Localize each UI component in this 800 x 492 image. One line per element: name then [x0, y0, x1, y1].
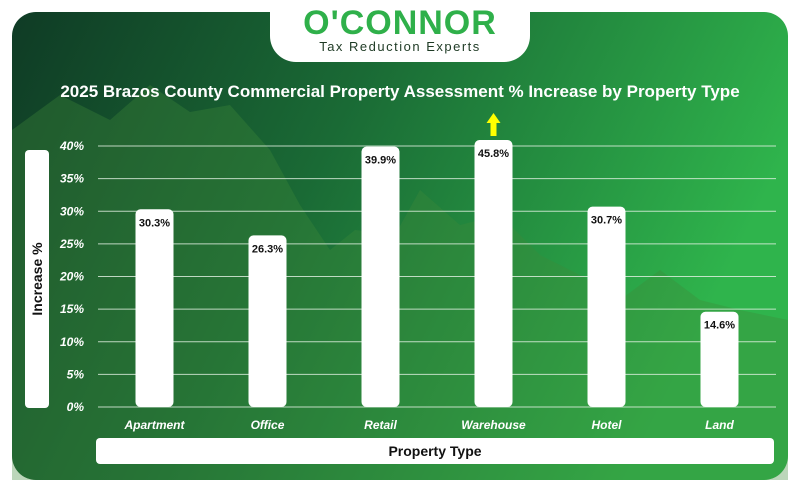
up-arrow-icon [486, 113, 501, 136]
y-tick-label: 15% [60, 302, 84, 316]
y-tick-label: 5% [67, 367, 85, 381]
y-tick-label: 0% [67, 400, 85, 414]
y-tick-label: 25% [59, 237, 84, 251]
y-tick-label: 35% [60, 172, 84, 186]
bar [587, 206, 626, 407]
bar [700, 311, 739, 407]
x-tick-label: Land [705, 418, 734, 432]
x-tick-label: Warehouse [461, 418, 526, 432]
logo-badge: O'CONNOR Tax Reduction Experts [270, 0, 530, 62]
y-tick-label: 30% [60, 204, 84, 218]
y-axis-label: Increase % [29, 242, 45, 316]
x-tick-label: Retail [364, 418, 397, 432]
bar [361, 146, 400, 407]
bar [248, 235, 287, 407]
y-axis-label-box [25, 150, 49, 408]
y-tick-label: 10% [60, 335, 84, 349]
logo-tagline: Tax Reduction Experts [319, 39, 481, 54]
bar-value-label: 30.7% [591, 215, 622, 227]
bar-value-label: 39.9% [365, 155, 396, 167]
x-tick-label: Hotel [592, 418, 623, 432]
logo-wordmark: O'CONNOR [303, 4, 497, 42]
y-tick-label: 20% [59, 270, 84, 284]
chart-title: 2025 Brazos County Commercial Property A… [60, 82, 740, 101]
bar-value-label: 30.3% [139, 217, 170, 229]
x-axis-label: Property Type [388, 443, 482, 459]
bar-value-label: 26.3% [252, 243, 283, 255]
x-axis-label-box: Property Type [96, 438, 774, 464]
bar [474, 140, 513, 407]
bar-value-label: 14.6% [704, 320, 735, 332]
y-tick-label: 40% [59, 139, 84, 153]
x-tick-label: Office [251, 418, 285, 432]
bar [135, 209, 174, 407]
x-tick-label: Apartment [123, 418, 185, 432]
bar-value-label: 45.8% [478, 148, 509, 160]
